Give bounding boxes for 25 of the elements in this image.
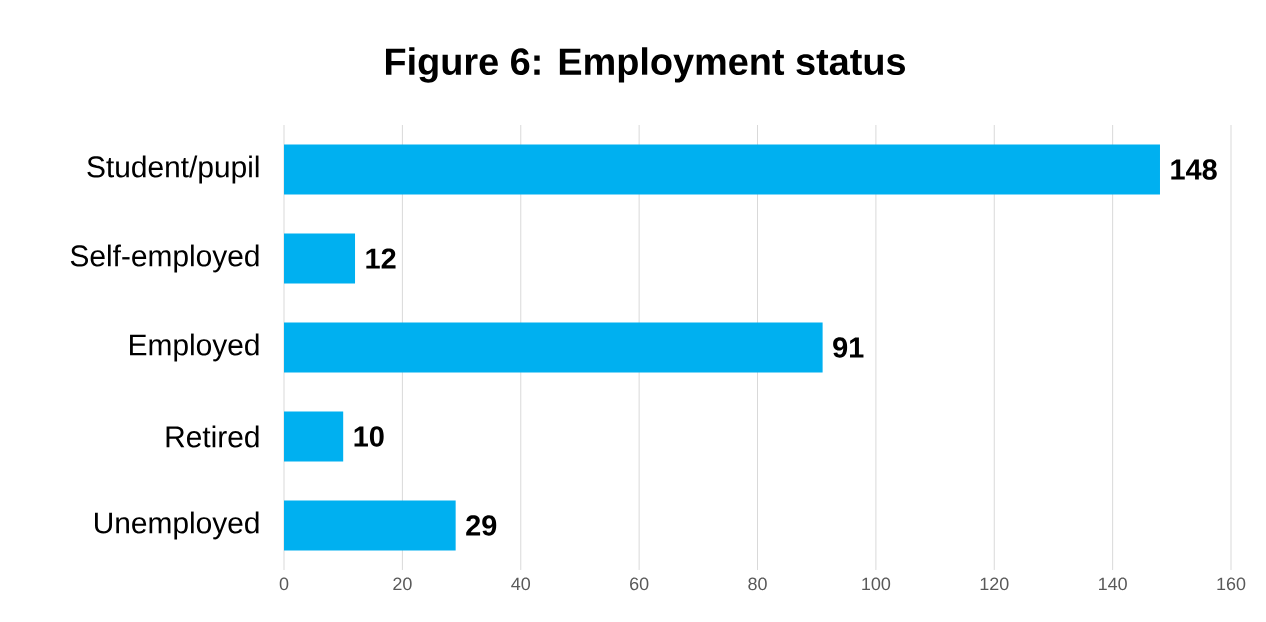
x-tick-label: 80 (748, 577, 767, 591)
bar (284, 144, 1160, 195)
x-tick-label: 60 (630, 577, 649, 591)
data-label: 148 (1171, 159, 1217, 180)
x-tick-label: 20 (393, 577, 412, 591)
x-tick-label: 0 (279, 577, 289, 591)
x-tick-label: 100 (862, 577, 891, 591)
data-label: 10 (354, 426, 384, 447)
data-label: 91 (833, 337, 864, 358)
bar (284, 411, 344, 462)
y-tick-label: Unemployed (95, 511, 259, 540)
x-tick-label: 40 (511, 577, 531, 591)
y-tick-label: Retired (166, 425, 259, 448)
y-tick-label: Student/pupil (87, 155, 259, 184)
chart-title: Figure 6: Employment status (385, 47, 905, 83)
bar (284, 500, 456, 551)
x-tick-label: 140 (1099, 577, 1127, 591)
data-label: 29 (466, 515, 497, 536)
data-label: 12 (366, 248, 396, 269)
y-tick-label: Self-employed (70, 244, 259, 273)
bar (284, 322, 823, 373)
x-tick-label: 160 (1217, 577, 1246, 591)
bar (284, 233, 356, 284)
x-tick-label: 120 (980, 577, 1009, 591)
y-tick-label: Employed (130, 333, 259, 362)
